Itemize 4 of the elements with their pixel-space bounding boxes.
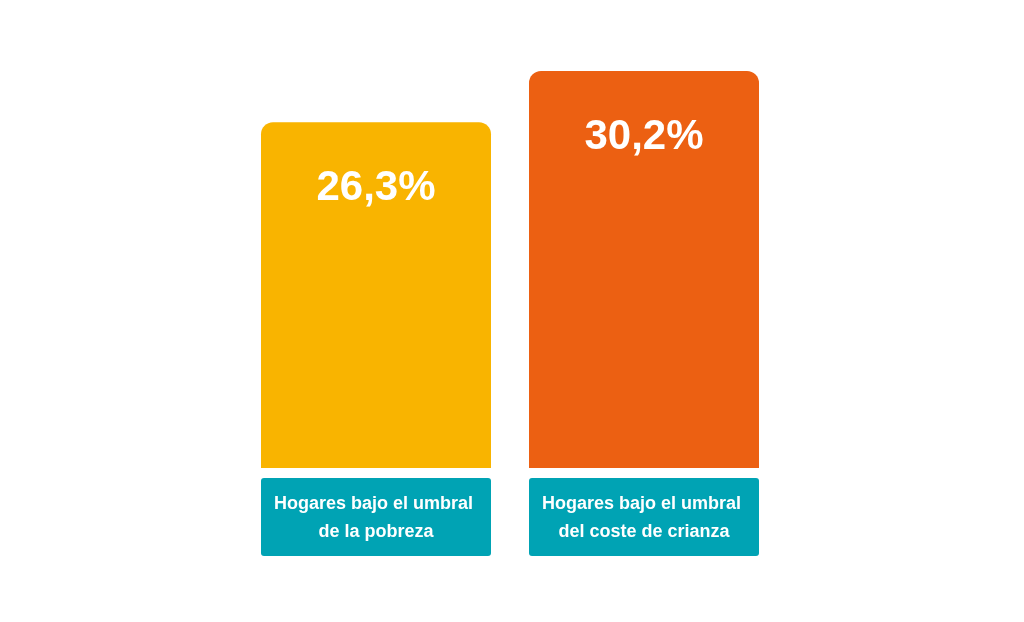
data-label: 26,3% bbox=[316, 161, 436, 209]
x-tick-label: Hogares bajo el umbral del coste de crianza bbox=[541, 493, 747, 541]
data-label: 30,2% bbox=[584, 110, 704, 158]
x-tick-label: Hogares bajo el umbral de la pobreza bbox=[273, 493, 479, 541]
